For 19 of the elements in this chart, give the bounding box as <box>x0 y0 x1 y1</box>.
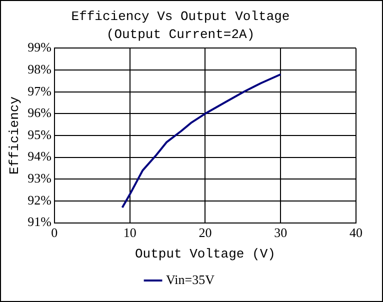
y-tick-label: 94% <box>28 148 52 164</box>
y-axis-title: Efficiency <box>7 96 22 175</box>
y-tick-label: 93% <box>28 170 52 186</box>
chart-title: Efficiency Vs Output Voltage <box>71 9 290 24</box>
x-tick-label: 30 <box>274 225 288 240</box>
x-tick-label: 10 <box>123 225 136 240</box>
y-tick-label: 92% <box>28 192 52 208</box>
x-tick-label: 0 <box>51 225 58 240</box>
y-tick-label: 98% <box>28 61 52 76</box>
chart-subtitle: (Output Current=2A) <box>106 26 255 42</box>
y-tick-label: 97% <box>28 83 52 98</box>
x-axis-title: Output Voltage (V) <box>134 246 276 262</box>
y-tick-label: 95% <box>28 126 52 142</box>
y-tick-label: 99% <box>28 40 52 55</box>
x-tick-label: 40 <box>350 225 362 240</box>
y-tick-label: 96% <box>28 105 52 120</box>
x-tick-label: 20 <box>198 225 212 240</box>
legend-label: Vin=35V <box>166 272 216 287</box>
y-tick-label: 91% <box>28 214 52 230</box>
